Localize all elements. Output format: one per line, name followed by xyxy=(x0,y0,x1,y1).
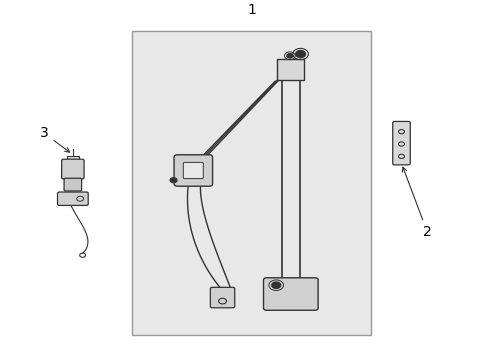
Text: 3: 3 xyxy=(40,126,69,152)
Circle shape xyxy=(170,178,177,183)
FancyBboxPatch shape xyxy=(174,155,212,186)
FancyBboxPatch shape xyxy=(61,159,84,179)
Circle shape xyxy=(295,50,305,58)
FancyBboxPatch shape xyxy=(58,192,88,206)
Bar xyxy=(67,156,79,163)
Bar xyxy=(277,59,304,81)
FancyBboxPatch shape xyxy=(392,121,409,165)
FancyBboxPatch shape xyxy=(263,278,318,310)
Circle shape xyxy=(286,54,292,58)
Text: 1: 1 xyxy=(247,3,256,17)
Bar xyxy=(132,31,370,334)
FancyBboxPatch shape xyxy=(183,162,203,179)
Text: 2: 2 xyxy=(402,167,431,239)
FancyBboxPatch shape xyxy=(210,287,234,308)
FancyBboxPatch shape xyxy=(64,178,81,191)
Circle shape xyxy=(271,282,280,288)
